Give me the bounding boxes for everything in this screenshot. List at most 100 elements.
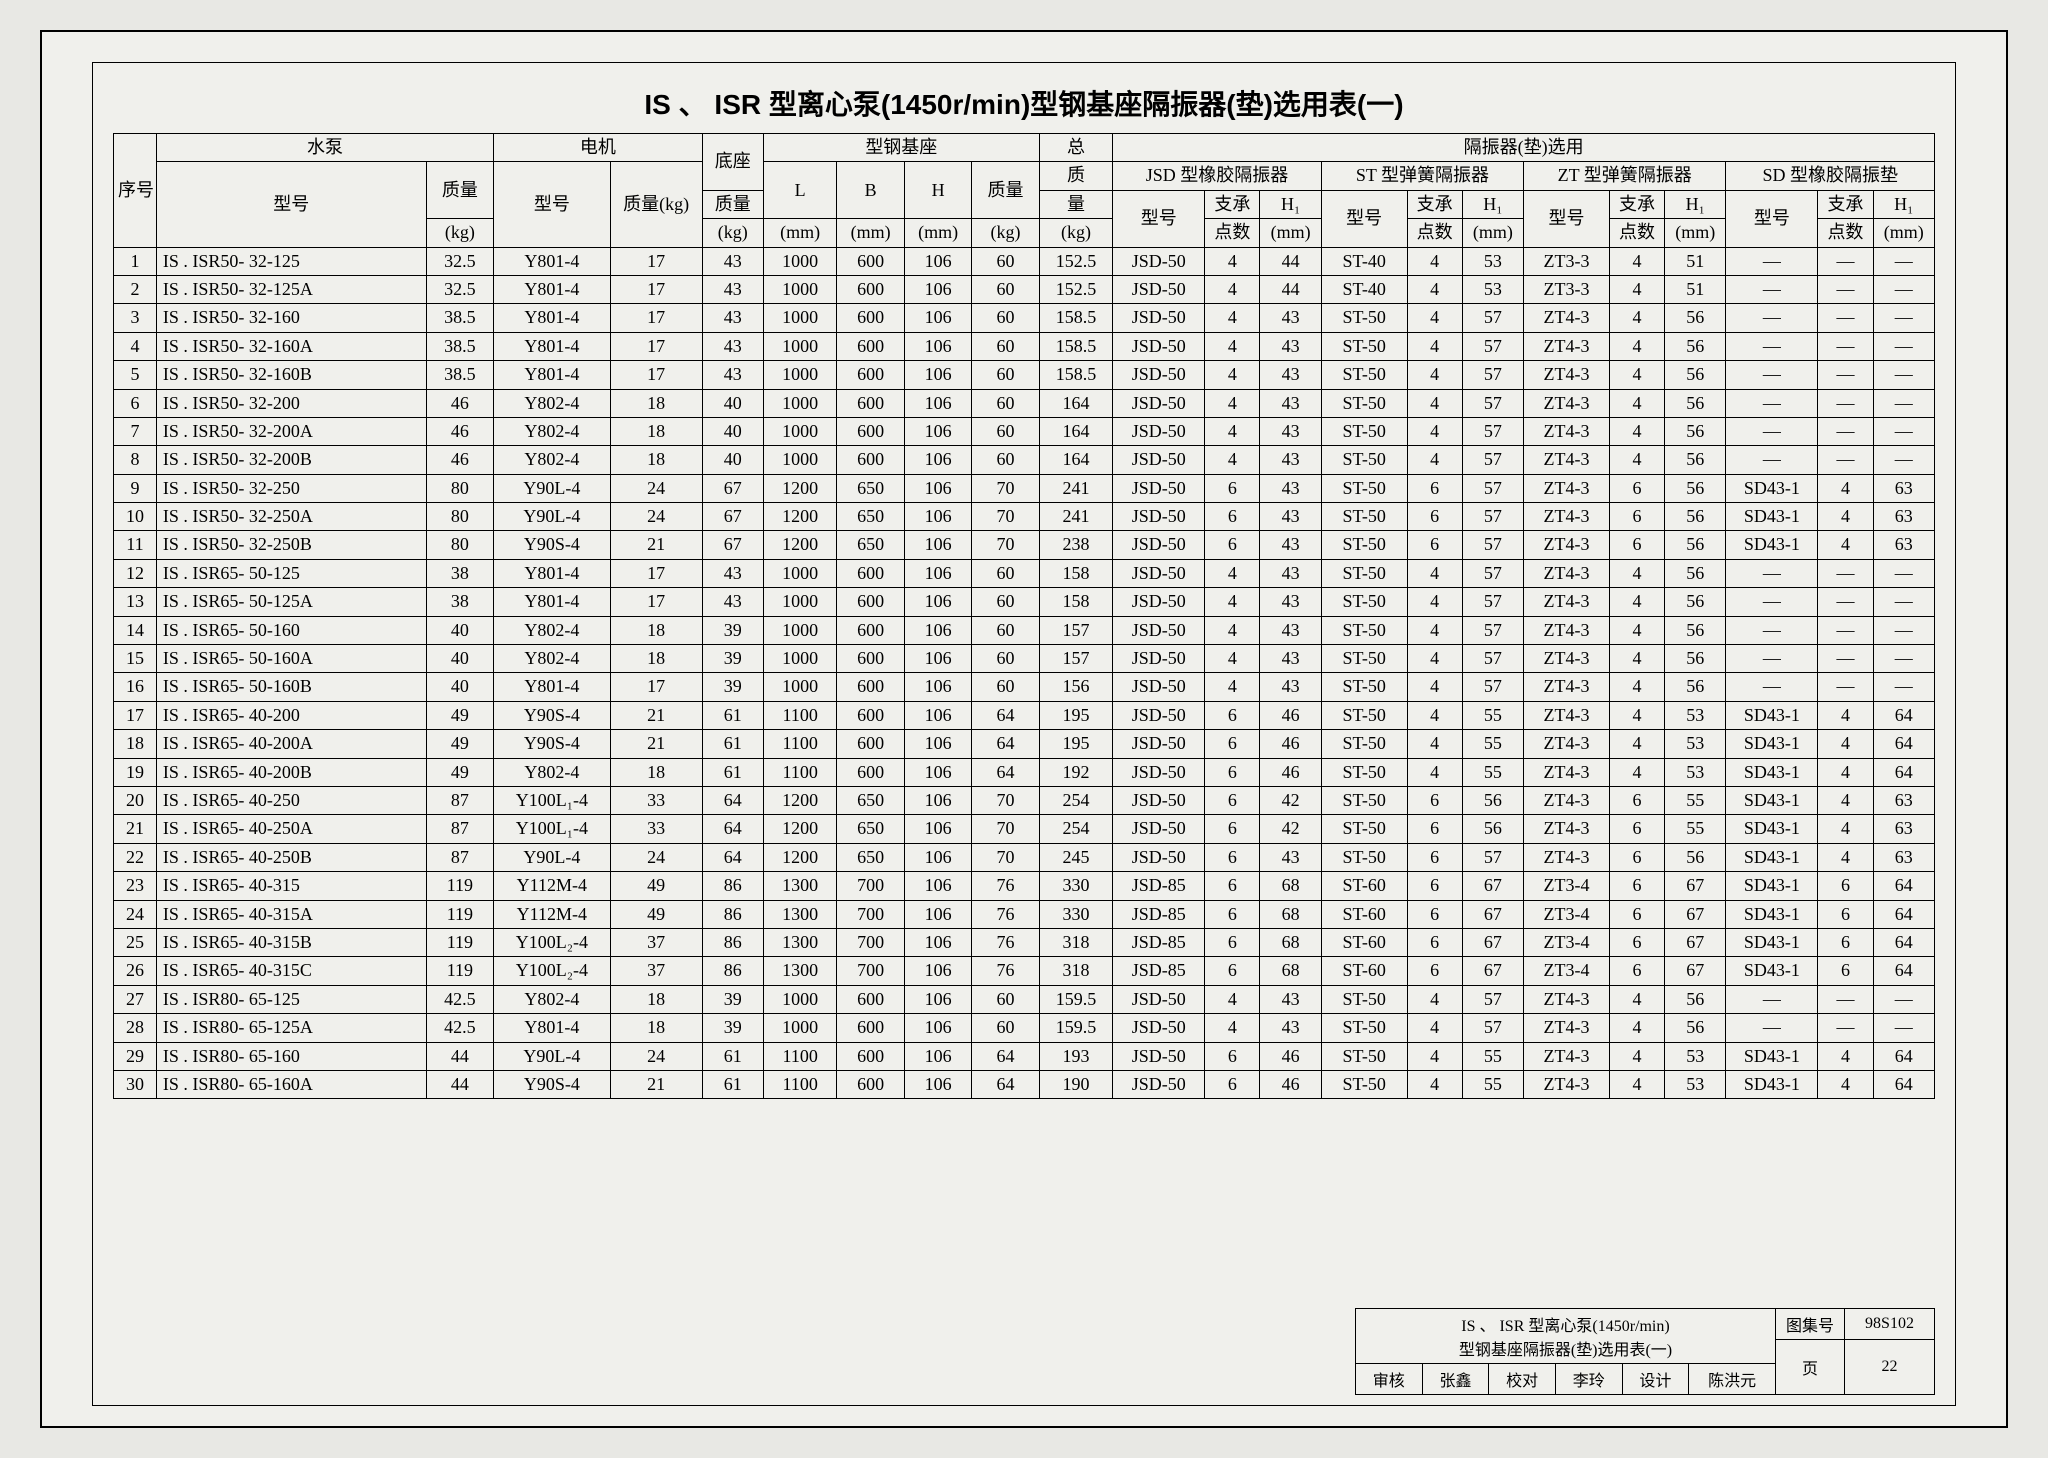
cell-mm: Y90L-4 — [494, 474, 610, 502]
cell-dm: SD43-1 — [1726, 730, 1818, 758]
cell-tw: 254 — [1039, 786, 1113, 814]
cell-zh: 67 — [1665, 957, 1726, 985]
cell-n: 4 — [114, 332, 157, 360]
cell-B: 600 — [837, 389, 904, 417]
col-dh-u: (mm) — [1873, 219, 1934, 247]
cell-pw: 46 — [426, 446, 493, 474]
cell-mm: Y801-4 — [494, 304, 610, 332]
cell-zp: 6 — [1609, 872, 1664, 900]
cell-zh: 56 — [1665, 1014, 1726, 1042]
cell-H: 106 — [904, 616, 971, 644]
cell-dh: 64 — [1873, 730, 1934, 758]
cell-zm: ZT3-4 — [1524, 872, 1610, 900]
cell-zm: ZT4-3 — [1524, 361, 1610, 389]
cell-zp: 4 — [1609, 275, 1664, 303]
cell-tw: 195 — [1039, 701, 1113, 729]
col-bw-u: (kg) — [972, 219, 1039, 247]
cell-zh: 56 — [1665, 843, 1726, 871]
cell-pm: IS . ISR65- 50-160B — [156, 673, 426, 701]
cell-dh: 63 — [1873, 531, 1934, 559]
design-label: 设计 — [1622, 1364, 1689, 1395]
cell-dp: — — [1818, 673, 1873, 701]
cell-H: 106 — [904, 900, 971, 928]
cell-sp: 6 — [1407, 872, 1462, 900]
cell-dp: 4 — [1818, 786, 1873, 814]
table-row: 11IS . ISR50- 32-250B80Y90S-421671200650… — [114, 531, 1935, 559]
cell-pw: 119 — [426, 928, 493, 956]
cell-tw: 164 — [1039, 417, 1113, 445]
cell-sh: 67 — [1462, 900, 1523, 928]
cell-sm: ST-50 — [1321, 673, 1407, 701]
cell-jp: 4 — [1205, 417, 1260, 445]
cell-pw: 49 — [426, 730, 493, 758]
cell-dm: SD43-1 — [1726, 786, 1818, 814]
cell-sm: ST-50 — [1321, 588, 1407, 616]
cell-sh: 57 — [1462, 474, 1523, 502]
cell-jh: 43 — [1260, 361, 1321, 389]
cell-mm: Y90L-4 — [494, 503, 610, 531]
col-tw-u: (kg) — [1039, 219, 1113, 247]
cell-zh: 53 — [1665, 701, 1726, 729]
cell-sp: 4 — [1407, 701, 1462, 729]
cell-n: 20 — [114, 786, 157, 814]
cell-bz: 43 — [702, 588, 763, 616]
cell-sp: 4 — [1407, 275, 1462, 303]
cell-bw: 60 — [972, 361, 1039, 389]
table-row: 25IS . ISR65- 40-315B119Y100L₂-437861300… — [114, 928, 1935, 956]
cell-dm: SD43-1 — [1726, 758, 1818, 786]
col-sh-u: (mm) — [1462, 219, 1523, 247]
cell-jh: 43 — [1260, 843, 1321, 871]
cell-zm: ZT3-4 — [1524, 900, 1610, 928]
table-row: 21IS . ISR65- 40-250A87Y100L₁-4336412006… — [114, 815, 1935, 843]
footer-block: IS 、 ISR 型离心泵(1450r/min) 型钢基座隔振器(垫)选用表(一… — [1355, 1308, 1935, 1395]
cell-B: 650 — [837, 815, 904, 843]
cell-dh: 63 — [1873, 503, 1934, 531]
cell-sh: 56 — [1462, 786, 1523, 814]
cell-pm: IS . ISR50- 32-125A — [156, 275, 426, 303]
cell-L: 1000 — [763, 332, 837, 360]
table-row: 1IS . ISR50- 32-12532.5Y801-417431000600… — [114, 247, 1935, 275]
cell-zh: 56 — [1665, 503, 1726, 531]
cell-dm: — — [1726, 673, 1818, 701]
cell-jm: JSD-85 — [1113, 872, 1205, 900]
cell-jh: 46 — [1260, 701, 1321, 729]
cell-H: 106 — [904, 645, 971, 673]
cell-jh: 68 — [1260, 900, 1321, 928]
cell-pw: 40 — [426, 645, 493, 673]
cell-pw: 32.5 — [426, 247, 493, 275]
cell-pm: IS . ISR50- 32-200B — [156, 446, 426, 474]
cell-zm: ZT3-4 — [1524, 957, 1610, 985]
cell-zp: 4 — [1609, 673, 1664, 701]
cell-sp: 4 — [1407, 985, 1462, 1013]
cell-n: 5 — [114, 361, 157, 389]
cell-dh: — — [1873, 588, 1934, 616]
table-row: 2IS . ISR50- 32-125A32.5Y801-41743100060… — [114, 275, 1935, 303]
cell-mw: 49 — [610, 872, 702, 900]
cell-pm: IS . ISR65- 40-315C — [156, 957, 426, 985]
cell-zh: 51 — [1665, 247, 1726, 275]
cell-bz: 40 — [702, 389, 763, 417]
cell-zm: ZT4-3 — [1524, 588, 1610, 616]
cell-mw: 49 — [610, 900, 702, 928]
col-dp2: 点数 — [1818, 219, 1873, 247]
cell-dm: SD43-1 — [1726, 474, 1818, 502]
cell-n: 25 — [114, 928, 157, 956]
cell-dm: SD43-1 — [1726, 1070, 1818, 1098]
col-jp1: 支承 — [1205, 190, 1260, 218]
cell-B: 600 — [837, 758, 904, 786]
cell-tw: 192 — [1039, 758, 1113, 786]
cell-pm: IS . ISR80- 65-125 — [156, 985, 426, 1013]
cell-mm: Y802-4 — [494, 446, 610, 474]
cell-zh: 56 — [1665, 304, 1726, 332]
cell-sm: ST-50 — [1321, 701, 1407, 729]
cell-zm: ZT4-3 — [1524, 304, 1610, 332]
cell-mm: Y100L₁-4 — [494, 815, 610, 843]
col-H: H — [904, 162, 971, 219]
cell-sp: 4 — [1407, 645, 1462, 673]
cell-dh: — — [1873, 332, 1934, 360]
cell-dh: — — [1873, 361, 1934, 389]
cell-bw: 60 — [972, 673, 1039, 701]
cell-n: 15 — [114, 645, 157, 673]
cell-dh: — — [1873, 304, 1934, 332]
cell-sh: 57 — [1462, 531, 1523, 559]
